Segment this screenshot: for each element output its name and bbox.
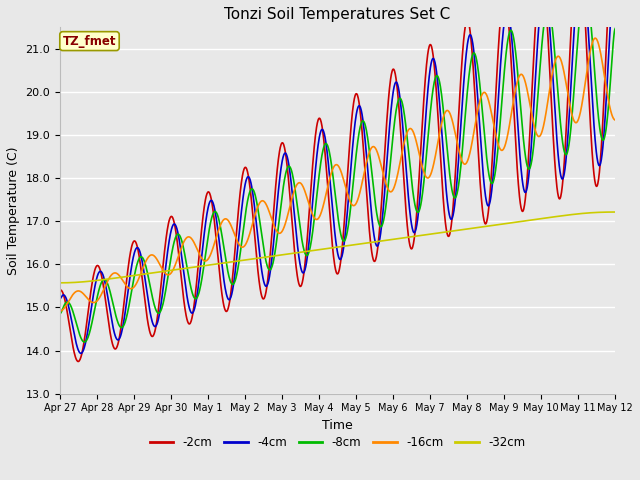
Text: TZ_fmet: TZ_fmet xyxy=(63,35,116,48)
Legend: -2cm, -4cm, -8cm, -16cm, -32cm: -2cm, -4cm, -8cm, -16cm, -32cm xyxy=(145,431,531,454)
Y-axis label: Soil Temperature (C): Soil Temperature (C) xyxy=(7,146,20,275)
Title: Tonzi Soil Temperatures Set C: Tonzi Soil Temperatures Set C xyxy=(225,7,451,22)
X-axis label: Time: Time xyxy=(322,419,353,432)
